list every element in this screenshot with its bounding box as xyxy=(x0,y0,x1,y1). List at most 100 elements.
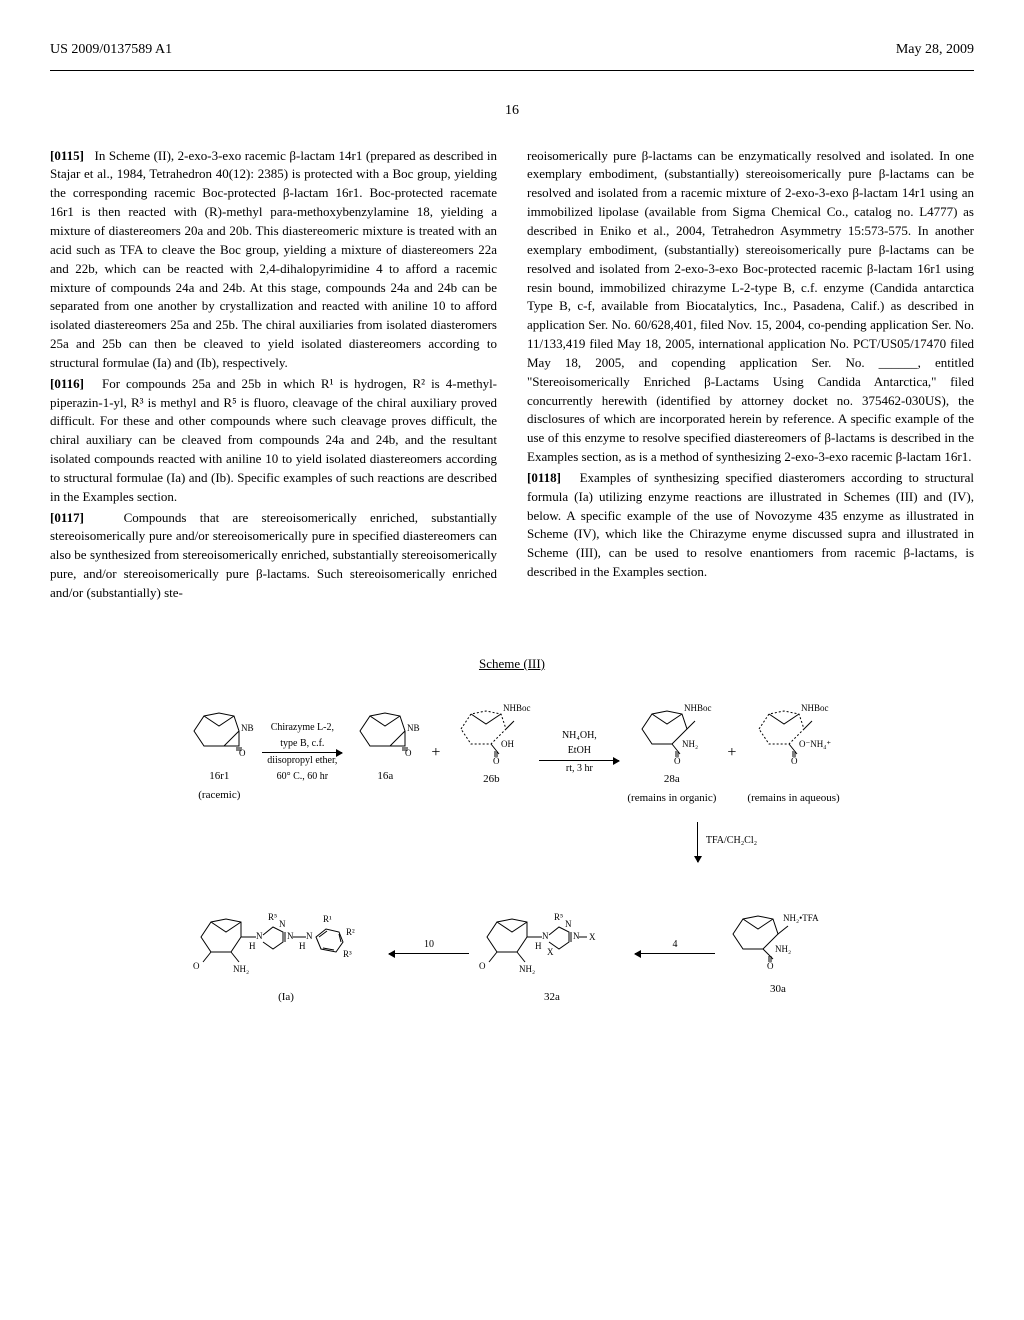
mol-label: 30a xyxy=(770,982,786,998)
header-rule xyxy=(50,70,974,71)
svg-text:NHBoc: NHBoc xyxy=(684,703,712,713)
svg-text:R³: R³ xyxy=(343,949,352,959)
molecule-28a: NHBoc NH₂ O 28a (remains in organic) xyxy=(627,699,716,807)
svg-text:H: H xyxy=(299,941,306,951)
mol-label: 32a xyxy=(544,990,560,1006)
svg-text:O: O xyxy=(193,961,200,971)
svg-text:NH₂: NH₂ xyxy=(519,964,535,974)
arrow-label: 4 xyxy=(673,938,678,953)
arrow-label: NH₄OH, xyxy=(562,729,597,744)
svg-text:NBoc: NBoc xyxy=(407,723,420,733)
svg-text:NH₂: NH₂ xyxy=(233,964,249,974)
svg-text:OH: OH xyxy=(501,739,514,749)
para-num: [0118] xyxy=(527,470,561,485)
arrow-label: diisopropyl ether, xyxy=(267,754,337,769)
svg-text:X: X xyxy=(589,932,596,942)
structure-icon: O NH₂ H N R⁵ N N X X xyxy=(477,887,627,987)
para-text: reoisomerically pure β-lactams can be en… xyxy=(527,148,974,465)
para-0115: [0115] In Scheme (II), 2-exo-3-exo racem… xyxy=(50,147,497,373)
molecule-30a: NH₂•TFA NH₂ O 30a xyxy=(723,894,833,998)
mol-label: 16a xyxy=(377,769,393,785)
arrow-label: rt, 3 hr xyxy=(566,762,593,777)
mol-label: (Ia) xyxy=(278,990,294,1006)
body-columns: [0115] In Scheme (II), 2-exo-3-exo racem… xyxy=(50,147,974,605)
structure-icon: O NH₂ H N R⁵ N N H N R¹ R² R³ xyxy=(191,887,381,987)
svg-text:N: N xyxy=(279,919,286,929)
para-0118: [0118] Examples of synthesizing specifie… xyxy=(527,469,974,582)
svg-text:X: X xyxy=(547,947,554,957)
scheme-row-2: O NH₂ H N R⁵ N N H N R¹ R² R³ (Ia) xyxy=(50,887,974,1006)
arrow-label: 10 xyxy=(424,938,434,953)
mol-label: 16r1 xyxy=(209,769,229,785)
para-text: Compounds that are stereoisomerically en… xyxy=(50,510,497,600)
svg-text:R²: R² xyxy=(346,927,355,937)
reaction-arrow-back: 4 xyxy=(635,938,715,955)
para-0117: [0117] Compounds that are stereoisomeric… xyxy=(50,509,497,603)
pub-number: US 2009/0137589 A1 xyxy=(50,40,172,60)
svg-text:O: O xyxy=(767,961,774,971)
svg-text:NH₂: NH₂ xyxy=(682,739,698,749)
svg-text:H: H xyxy=(249,941,256,951)
svg-text:NH₂•TFA: NH₂•TFA xyxy=(783,913,819,923)
arrow-label: 60° C., 60 hr xyxy=(277,770,329,785)
arrow-label: Chirazyme L-2, xyxy=(271,721,334,736)
svg-text:NBoc: NBoc xyxy=(241,723,254,733)
right-column: reoisomerically pure β-lactams can be en… xyxy=(527,147,974,605)
svg-text:N: N xyxy=(565,919,572,929)
arrow-label: EtOH xyxy=(568,744,591,759)
para-num: [0117] xyxy=(50,510,84,525)
scheme-title: Scheme (III) xyxy=(50,655,974,674)
scheme-iii: Scheme (III) NBoc O 16r1 (racemic) Chira… xyxy=(50,655,974,1006)
para-text: For compounds 25a and 25b in which R¹ is… xyxy=(50,376,497,504)
structure-icon: NH₂•TFA NH₂ O xyxy=(723,894,833,979)
svg-text:O⁻NH₄⁺: O⁻NH₄⁺ xyxy=(799,739,831,749)
para-text: In Scheme (II), 2-exo-3-exo racemic β-la… xyxy=(50,148,497,370)
svg-text:NHBoc: NHBoc xyxy=(801,703,829,713)
reaction-arrow: NH₄OH, EtOH rt, 3 hr xyxy=(539,729,619,777)
svg-text:N: N xyxy=(256,931,263,941)
svg-text:N: N xyxy=(287,931,294,941)
structure-icon: NBoc O xyxy=(350,701,420,766)
vertical-arrow: TFA/CH₂Cl₂ xyxy=(480,822,974,862)
svg-text:H: H xyxy=(535,941,542,951)
svg-text:N: N xyxy=(573,931,580,941)
svg-text:N: N xyxy=(306,931,313,941)
svg-text:N: N xyxy=(542,931,549,941)
mol-label: 26b xyxy=(483,772,500,788)
page-number: 16 xyxy=(50,101,974,121)
svg-text:R¹: R¹ xyxy=(323,914,332,924)
para-0117-cont: reoisomerically pure β-lactams can be en… xyxy=(527,147,974,467)
mol-sublabel: (remains in aqueous) xyxy=(747,791,839,807)
para-num: [0115] xyxy=(50,148,84,163)
mol-sublabel: (racemic) xyxy=(198,788,240,804)
arrow-label: TFA/CH₂Cl₂ xyxy=(706,834,757,849)
arrow-label: type B, c.f. xyxy=(280,737,324,752)
svg-text:R⁵: R⁵ xyxy=(268,912,277,922)
svg-text:NHBoc: NHBoc xyxy=(503,703,531,713)
molecule-16r1: NBoc O 16r1 (racemic) xyxy=(184,701,254,804)
svg-text:R⁵: R⁵ xyxy=(554,912,563,922)
plus-sign: + xyxy=(431,741,440,764)
left-column: [0115] In Scheme (II), 2-exo-3-exo racem… xyxy=(50,147,497,605)
svg-text:NH₂: NH₂ xyxy=(775,944,791,954)
mol-sublabel: (remains in organic) xyxy=(627,791,716,807)
para-num: [0116] xyxy=(50,376,84,391)
structure-icon: NHBoc OH O xyxy=(451,699,531,769)
svg-text:O: O xyxy=(674,756,681,766)
pub-date: May 28, 2009 xyxy=(896,40,974,60)
para-text: Examples of synthesizing specified diast… xyxy=(527,470,974,579)
plus-sign: + xyxy=(727,741,736,764)
para-0116: [0116] For compounds 25a and 25b in whic… xyxy=(50,375,497,507)
svg-text:O: O xyxy=(791,756,798,766)
svg-text:O: O xyxy=(479,961,486,971)
scheme-row-1: NBoc O 16r1 (racemic) Chirazyme L-2, typ… xyxy=(50,699,974,807)
structure-icon: NHBoc NH₂ O xyxy=(632,699,712,769)
molecule-aqueous: NHBoc O⁻NH₄⁺ O (remains in aqueous) xyxy=(747,699,839,807)
molecule-16a: NBoc O 16a xyxy=(350,701,420,804)
reaction-arrow: Chirazyme L-2, type B, c.f. diisopropyl … xyxy=(262,721,342,784)
structure-icon: NHBoc O⁻NH₄⁺ O xyxy=(749,699,839,769)
molecule-ia: O NH₂ H N R⁵ N N H N R¹ R² R³ (Ia) xyxy=(191,887,381,1006)
reaction-arrow-back: 10 xyxy=(389,938,469,955)
molecule-26b: NHBoc OH O 26b xyxy=(451,699,531,807)
svg-text:O: O xyxy=(493,756,500,766)
